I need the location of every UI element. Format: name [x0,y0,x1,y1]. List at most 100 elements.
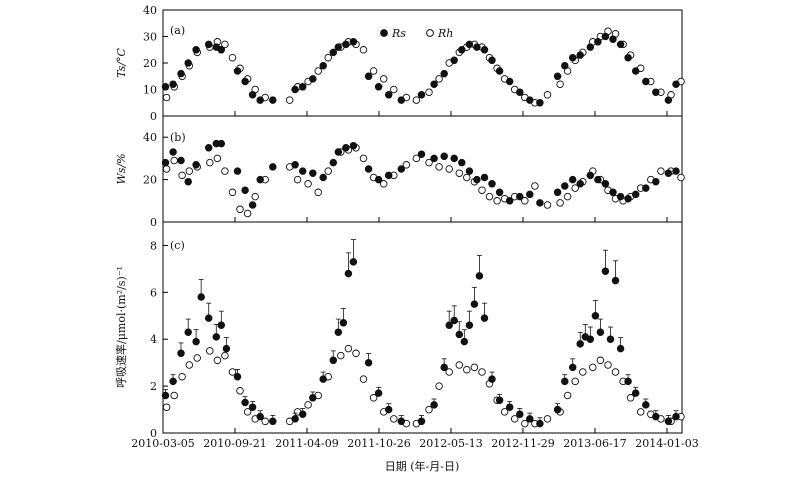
rs-data-point [450,316,458,325]
rs-data-point [161,158,170,167]
rs-data-point [417,417,426,426]
rs-data-point [536,99,544,107]
rs-data-point [248,403,257,411]
rh-data-point [543,91,552,99]
rs-data-point [480,173,489,182]
rh-data-point [359,375,368,383]
legend: Rs Rh [380,27,453,40]
y-tick-label: 40 [143,131,157,144]
rs-data-point [505,197,514,205]
rh-data-point [359,154,368,163]
rh-data-point [213,154,222,163]
rs-data-point [217,321,226,329]
rh-data-point [563,391,572,400]
rs-data-point [455,330,464,339]
rs-data-point [616,344,625,353]
rs-data-point [450,154,458,163]
rh-data-point [213,356,222,365]
data-marks [161,27,685,428]
rs-data-point [642,77,650,86]
rh-data-point [344,344,353,353]
rs-data-point [430,401,438,409]
rh-data-point [314,67,322,75]
rs-data-point [576,340,584,348]
rs-data-point [601,32,610,41]
rs-data-point [473,43,481,51]
x-tick-label: 2011-10-26 [347,437,410,450]
rs-data-point [631,67,640,75]
x-tick-label: 2014-01-03 [635,437,698,450]
rs-data-point [374,175,383,184]
rh-data-point [543,201,552,209]
rh-data-point [170,391,178,400]
rs-data-point [664,96,673,104]
rh-data-point [314,188,322,197]
rs-data-point [169,377,177,386]
rs-data-point [576,180,584,188]
rs-data-point [204,314,213,322]
rh-data-point [379,180,388,188]
rs-data-point [568,53,577,62]
rh-data-point [162,165,171,173]
rs-data-point [364,358,373,367]
rs-data-point [397,96,406,104]
y-tick-label: 6 [150,286,157,299]
rs-data-point [217,46,226,54]
rh-data-point [500,408,509,416]
rs-data-point [319,375,327,383]
rh-data-point [379,75,388,83]
rh-data-point [324,53,332,62]
rh-data-point [285,96,294,104]
y-tick-label: 0 [150,427,157,440]
rs-data-point [642,184,650,192]
rs-data-point [364,165,373,173]
rh-data-point [390,415,398,423]
rh-data-point [626,394,635,402]
y-tick-label: 0 [150,110,157,123]
rh-data-point [596,356,605,365]
rs-data-point [384,171,393,180]
rs-data-point [465,167,474,175]
rh-data-point [359,46,368,54]
rs-data-point [516,88,524,96]
rs-data-point [233,372,242,381]
rs-data-point [616,40,625,49]
rs-data-point [298,83,307,91]
rs-data-point [298,410,307,418]
rs-data-point [233,67,242,75]
rs-data-point [561,61,569,70]
rh-data-point [531,182,539,190]
rs-data-point [624,53,632,62]
rh-data-point [478,368,486,376]
rs-data-point [349,38,358,46]
rs-data-point [586,43,595,51]
rs-data-point [256,412,264,421]
panel-c-y-axis-title: 呼吸速率/μmol·(m²/s)⁻¹ [114,266,128,388]
rh-data-point [337,351,345,360]
rh-data-point [369,67,378,75]
x-tick-label: 2010-09-21 [203,437,266,450]
x-tick-label: 2010-03-05 [131,437,194,450]
y-tick-label: 20 [143,57,157,70]
rh-data-point [521,419,529,428]
rs-data-point [241,186,249,194]
rh-data-point [579,368,587,376]
x-tick-label: 2012-05-13 [419,437,482,450]
rh-data-point [485,192,494,201]
y-tick-label: 10 [143,84,157,97]
rh-data-point [455,169,464,177]
rs-data-point [458,46,466,54]
rh-data-point [425,405,433,414]
rh-data-point [425,88,433,96]
rs-data-point [526,190,534,199]
rs-data-point [192,46,200,54]
rs-data-point [241,398,249,407]
x-tick-label: 2013-06-17 [563,437,626,450]
rs-data-point [342,40,350,49]
rs-data-point [212,333,221,341]
rh-data-point [521,197,529,205]
rs-data-point [624,377,632,386]
panel-b-label: (b) [170,131,186,144]
rs-data-point [204,40,213,49]
rs-data-point [184,177,192,186]
